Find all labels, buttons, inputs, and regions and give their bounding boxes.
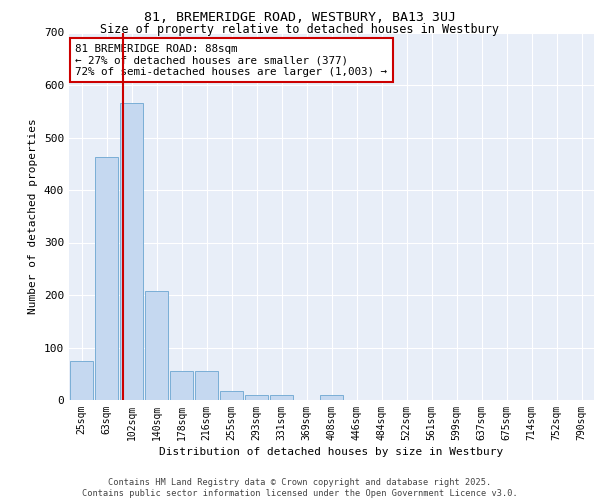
Bar [320,395,343,400]
Text: Contains HM Land Registry data © Crown copyright and database right 2025.
Contai: Contains HM Land Registry data © Crown c… [82,478,518,498]
Bar [220,390,244,400]
X-axis label: Distribution of detached houses by size in Westbury: Distribution of detached houses by size … [160,447,503,457]
Bar [269,395,293,400]
Bar [245,395,268,400]
Bar [145,292,169,400]
Text: Size of property relative to detached houses in Westbury: Size of property relative to detached ho… [101,22,499,36]
Bar [170,371,193,400]
Text: 81, BREMERIDGE ROAD, WESTBURY, BA13 3UJ: 81, BREMERIDGE ROAD, WESTBURY, BA13 3UJ [144,11,456,24]
Bar [119,104,143,400]
Bar [95,158,118,400]
Bar [194,371,218,400]
Y-axis label: Number of detached properties: Number of detached properties [28,118,38,314]
Text: 81 BREMERIDGE ROAD: 88sqm
← 27% of detached houses are smaller (377)
72% of semi: 81 BREMERIDGE ROAD: 88sqm ← 27% of detac… [76,44,388,76]
Bar [70,360,94,400]
